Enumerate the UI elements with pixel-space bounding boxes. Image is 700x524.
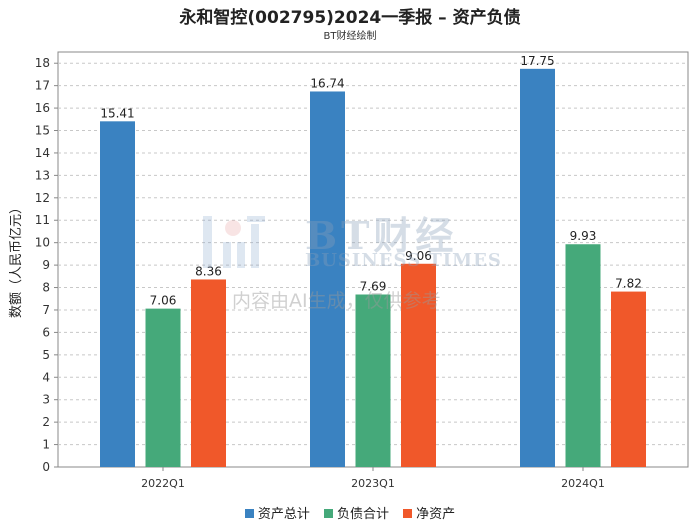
y-tick-label: 9 <box>42 258 50 272</box>
legend-label: 负债合计 <box>336 507 389 522</box>
y-tick-label: 2 <box>42 415 50 429</box>
y-axis-label: 数额（人民币亿元） <box>9 201 24 318</box>
watermark-brand: BT财经 <box>305 213 458 258</box>
legend-label: 净资产 <box>416 507 456 522</box>
y-tick-label: 14 <box>35 146 50 160</box>
y-tick-label: 18 <box>35 56 50 70</box>
y-tick-label: 8 <box>42 281 50 295</box>
data-label: 8.36 <box>195 264 222 278</box>
legend-swatch <box>323 509 333 518</box>
bar-2024Q1-负债合计[interactable] <box>565 244 601 467</box>
data-label: 9.93 <box>570 229 597 243</box>
bar-2023Q1-负债合计[interactable] <box>355 294 391 467</box>
y-tick-label: 5 <box>42 348 50 362</box>
chart-legend: 资产总计 负债合计 净资产 <box>0 503 700 522</box>
y-tick-label: 1 <box>42 438 50 452</box>
data-label: 17.75 <box>520 54 554 68</box>
watermark-logo-icon <box>203 216 265 268</box>
y-tick-label: 3 <box>42 393 50 407</box>
data-label: 15.41 <box>100 106 134 120</box>
bar-2024Q1-资产总计[interactable] <box>520 68 555 467</box>
y-tick-label: 0 <box>42 460 50 474</box>
x-tick-label: 2024Q1 <box>561 477 605 490</box>
watermark-subtitle: BUSINESS TIMES <box>305 250 502 271</box>
legend-label: 资产总计 <box>257 507 310 522</box>
y-tick-label: 15 <box>35 124 50 138</box>
y-tick-label: 17 <box>35 79 50 93</box>
x-tick-label: 2022Q1 <box>141 477 185 490</box>
y-tick-label: 13 <box>35 168 50 182</box>
data-label: 9.06 <box>405 249 432 263</box>
y-tick-label: 7 <box>42 303 50 317</box>
chart-subtitle: BT财经绘制 <box>323 31 377 42</box>
x-tick-label: 2023Q1 <box>351 477 395 490</box>
legend-swatch <box>403 509 413 518</box>
data-label: 16.74 <box>310 76 344 90</box>
y-tick-label: 12 <box>35 191 50 205</box>
bar-2024Q1-净资产[interactable] <box>611 291 646 467</box>
watermark-note: 内容由AI生成，仅供参考 <box>232 290 441 312</box>
legend-item-total-liabilities[interactable]: 负债合计 <box>323 503 389 522</box>
legend-item-total-assets[interactable]: 资产总计 <box>244 503 310 522</box>
y-tick-label: 11 <box>35 213 50 227</box>
bar-2022Q1-净资产[interactable] <box>191 279 226 467</box>
bar-2023Q1-净资产[interactable] <box>401 263 436 467</box>
legend-swatch <box>244 509 254 518</box>
y-tick-label: 10 <box>35 236 50 250</box>
legend-item-net-assets[interactable]: 净资产 <box>403 503 455 522</box>
bar-2022Q1-负债合计[interactable] <box>145 308 181 467</box>
y-tick-label: 16 <box>35 101 50 115</box>
y-tick-label: 4 <box>42 370 50 384</box>
chart-title: 永和智控(002795)2024一季报 – 资产负债 <box>179 8 521 28</box>
data-label: 7.69 <box>360 279 387 293</box>
bar-2023Q1-资产总计[interactable] <box>310 91 345 467</box>
y-tick-label: 6 <box>42 325 50 339</box>
data-label: 7.06 <box>150 294 177 308</box>
data-label: 7.82 <box>615 277 642 291</box>
bar-2022Q1-资产总计[interactable] <box>100 121 135 467</box>
